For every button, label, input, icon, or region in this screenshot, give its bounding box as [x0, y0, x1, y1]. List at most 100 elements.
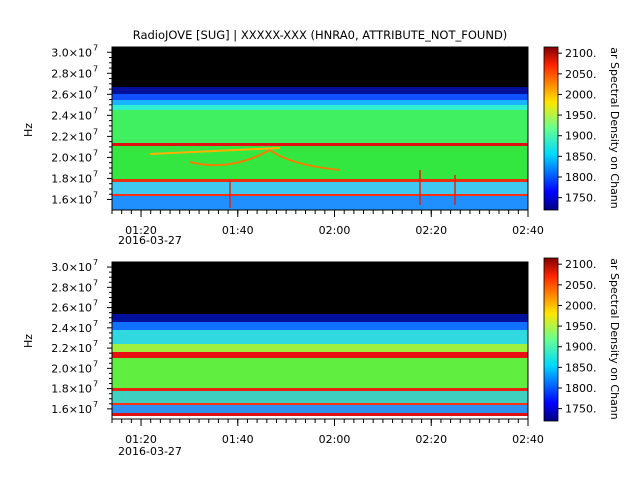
spectrogram-2: [112, 262, 528, 416]
colorbar-1-scale: [543, 46, 559, 211]
x-tick-label: 02:40: [512, 224, 544, 237]
colorbar-tick-label: 2050.: [565, 68, 597, 81]
y-tick-label: 3.0×10: [51, 46, 92, 59]
colorbar-tick-label: 1950.: [565, 320, 597, 333]
colorbar-tick-label: 1900.: [565, 341, 597, 354]
y-tick-exponent: 7: [93, 169, 98, 178]
colorbar-1-label: ar Spectral Density on Chann: [608, 47, 621, 209]
colorbar-tick-label: 2100.: [565, 47, 597, 60]
line-red-bottom: [112, 413, 528, 416]
y-tick-label: 1.8×10: [51, 383, 92, 396]
band-green-low: [112, 146, 528, 179]
band-mixed-low: [112, 391, 528, 403]
band-upper-black: [112, 262, 528, 314]
y-tick-exponent: 7: [93, 190, 98, 199]
panel-1-x-ticks: 01:20 01:40 02:00 02:20 02:40: [111, 210, 544, 237]
y-tick-label: 2.6×10: [51, 88, 92, 101]
panel-1-x-date-label: 2016-03-27: [118, 234, 182, 247]
colorbar-1: 2100. 2050. 2000. 1950. 1900. 1850. 1800. 1750.…: [543, 46, 621, 211]
colorbar-tick-label: 2000.: [565, 88, 597, 101]
panel-2-y-ticks: 1.6×10 71.8×10 72.0×10 72.2×10 72.4×10 72.6×1…: [51, 258, 112, 416]
y-tick-label: 3.0×10: [51, 261, 92, 274]
spectrogram-1: [112, 47, 528, 210]
colorbar-2-ticks: 2100. 2050. 2000. 1950. 1900. 1850. 1800. 1750.: [558, 258, 597, 416]
y-tick-exponent: 7: [93, 64, 98, 73]
band-cyan-low: [112, 182, 528, 194]
colorbar-tick-label: 1850.: [565, 361, 597, 374]
x-tick-label: 01:20: [125, 224, 157, 237]
band-yellow-green: [112, 344, 528, 352]
line-red-21mhz: [112, 143, 528, 146]
panel-2: Hz 1.6×10 71.8×10 72.0×10 72.2×10 72.4×10 72.…: [22, 257, 621, 458]
y-tick-exponent: 7: [93, 319, 98, 328]
band-blue: [112, 322, 528, 330]
colorbar-tick-label: 1800.: [565, 171, 597, 184]
colorbar-tick-label: 1950.: [565, 109, 597, 122]
y-tick-label: 2.2×10: [51, 342, 92, 355]
band-blue-low: [112, 196, 528, 210]
y-tick-exponent: 7: [93, 278, 98, 287]
band-blue-low: [112, 405, 528, 416]
y-tick-label: 2.4×10: [51, 322, 92, 335]
x-tick-label: 02:20: [415, 433, 447, 446]
band-blue: [112, 94, 528, 100]
band-green: [112, 358, 528, 388]
colorbar-1-ticks: 2100. 2050. 2000. 1950. 1900. 1850. 1800. 1750.: [558, 47, 597, 205]
y-tick-exponent: 7: [93, 148, 98, 157]
x-tick-label: 01:20: [125, 433, 157, 446]
panel-1-y-ticks: 1.6×10 71.8×10 72.0×10 72.2×10 72.4×10 72.6×1…: [51, 43, 112, 206]
colorbar-tick-label: 1900.: [565, 130, 597, 143]
figure-title: RadioJOVE [SUG] | XXXXX-XXX (HNRA0, ATTR…: [133, 28, 508, 42]
x-tick-label: 02:40: [512, 433, 544, 446]
burst-arc: [149, 147, 281, 155]
band-deep-blue: [112, 314, 528, 322]
line-red-18mhz: [112, 388, 528, 391]
x-tick-label: 01:40: [222, 433, 254, 446]
burst-curve: [189, 148, 341, 171]
x-tick-label: 02:20: [415, 224, 447, 237]
x-tick-label: 02:00: [319, 224, 351, 237]
y-tick-label: 2.8×10: [51, 281, 92, 294]
y-tick-label: 1.8×10: [51, 172, 92, 185]
y-tick-exponent: 7: [93, 359, 98, 368]
panel-2-ylabel: Hz: [22, 334, 35, 348]
y-tick-exponent: 7: [93, 85, 98, 94]
y-tick-exponent: 7: [93, 127, 98, 136]
y-tick-label: 2.0×10: [51, 151, 92, 164]
y-tick-label: 2.4×10: [51, 109, 92, 122]
panel-1-frame: [111, 46, 529, 211]
y-tick-exponent: 7: [93, 258, 98, 267]
colorbar-tick-label: 1750.: [565, 403, 597, 416]
band-cyan: [112, 330, 528, 344]
y-tick-label: 1.6×10: [51, 193, 92, 206]
y-tick-label: 2.8×10: [51, 67, 92, 80]
band-light-blue: [112, 100, 528, 105]
y-tick-exponent: 7: [93, 299, 98, 308]
colorbar-tick-label: 2000.: [565, 299, 597, 312]
line-red-16mhz: [112, 403, 528, 405]
colorbar-tick-label: 2100.: [565, 258, 597, 271]
y-tick-label: 2.6×10: [51, 302, 92, 315]
colorbar-tick-label: 2050.: [565, 279, 597, 292]
band-upper-black: [112, 47, 528, 87]
y-tick-exponent: 7: [93, 400, 98, 409]
y-tick-exponent: 7: [93, 380, 98, 389]
y-tick-exponent: 7: [93, 339, 98, 348]
colorbar-tick-label: 1850.: [565, 150, 597, 163]
y-tick-exponent: 7: [93, 106, 98, 115]
y-tick-label: 2.0×10: [51, 362, 92, 375]
panel-2-frame: [111, 261, 529, 420]
x-tick-label: 01:40: [222, 224, 254, 237]
panel-2-x-date-label: 2016-03-27: [118, 445, 182, 458]
panel-1-ylabel: Hz: [22, 123, 35, 137]
x-tick-label: 02:00: [319, 433, 351, 446]
panel-1: Hz 1.6×10 71.8×10 72.0×10 72.2×10 72.4×10 72.…: [22, 43, 621, 247]
band-deep-blue: [112, 87, 528, 94]
colorbar-2: 2100. 2050. 2000. 1950. 1900. 1850. 1800. 1750.…: [543, 257, 621, 422]
y-tick-exponent: 7: [93, 43, 98, 52]
colorbar-tick-label: 1800.: [565, 382, 597, 395]
y-tick-label: 1.6×10: [51, 403, 92, 416]
band-green: [112, 110, 528, 144]
line-red-16mhz: [112, 194, 528, 196]
